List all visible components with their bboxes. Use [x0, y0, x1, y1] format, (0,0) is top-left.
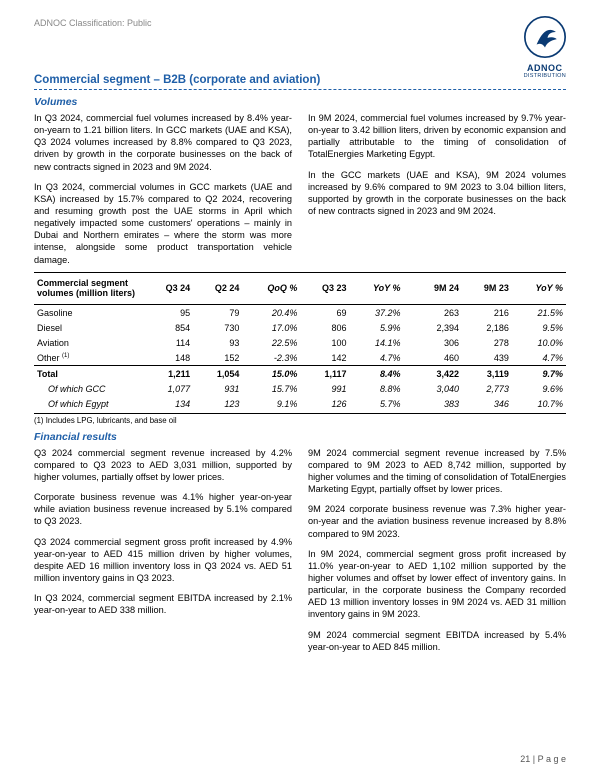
body-paragraph: Q3 2024 commercial segment gross profit … — [34, 536, 292, 585]
page-number: 21 | P a g e — [520, 754, 566, 764]
classification-label: ADNOC Classification: Public — [34, 18, 566, 28]
body-paragraph: Q3 2024 commercial segment revenue incre… — [34, 447, 292, 483]
body-paragraph: In the GCC markets (UAE and KSA), 9M 202… — [308, 169, 566, 218]
table-row: Aviation1149322.5%10014.1% 30627810.0% — [34, 335, 566, 350]
table-row: Total1,2111,05415.0%1,1178.4% 3,4223,119… — [34, 366, 566, 382]
col-q323: Q3 23 — [300, 272, 349, 305]
col-q324: Q3 24 — [144, 272, 193, 305]
falcon-icon — [524, 16, 566, 58]
logo-sub-text: DISTRIBUTION — [524, 73, 566, 79]
section-divider — [34, 89, 566, 90]
volumes-subhead: Volumes — [34, 96, 566, 108]
col-yoy1: YoY % — [350, 272, 404, 305]
financial-subhead: Financial results — [34, 431, 566, 443]
col-yoy2: YoY % — [512, 272, 566, 305]
body-paragraph: Corporate business revenue was 4.1% high… — [34, 491, 292, 527]
body-paragraph: 9M 2024 corporate business revenue was 7… — [308, 503, 566, 539]
table-row: Of which Egypt1341239.1%1265.7% 38334610… — [34, 396, 566, 413]
logo-brand-text: ADNOC — [524, 63, 566, 73]
financial-right-col: 9M 2024 commercial segment revenue incre… — [308, 447, 566, 661]
financial-left-col: Q3 2024 commercial segment revenue incre… — [34, 447, 292, 661]
body-paragraph: In Q3 2024, commercial segment EBITDA in… — [34, 592, 292, 616]
table-row: Diesel85473017.0%8065.9% 2,3942,1869.5% — [34, 320, 566, 335]
volumes-table: Commercial segment volumes (million lite… — [34, 272, 566, 414]
body-paragraph: In 9M 2024, commercial fuel volumes incr… — [308, 112, 566, 161]
col-9m23: 9M 23 — [462, 272, 512, 305]
col-q224: Q2 24 — [193, 272, 242, 305]
brand-logo: ADNOC DISTRIBUTION — [524, 16, 566, 79]
volumes-text: In Q3 2024, commercial fuel volumes incr… — [34, 112, 566, 266]
body-paragraph: In Q3 2024, commercial volumes in GCC ma… — [34, 181, 292, 266]
col-9m24: 9M 24 — [412, 272, 462, 305]
table-footnote: (1) Includes LPG, lubricants, and base o… — [34, 416, 566, 425]
body-paragraph: 9M 2024 commercial segment EBITDA increa… — [308, 629, 566, 653]
body-paragraph: In 9M 2024, commercial segment gross pro… — [308, 548, 566, 621]
col-qoq: QoQ % — [242, 272, 300, 305]
body-paragraph: In Q3 2024, commercial fuel volumes incr… — [34, 112, 292, 173]
table-title-cell: Commercial segment volumes (million lite… — [34, 272, 144, 305]
section-title: Commercial segment – B2B (corporate and … — [34, 74, 566, 89]
body-paragraph: 9M 2024 commercial segment revenue incre… — [308, 447, 566, 496]
table-row: Gasoline957920.4%6937.2% 26321621.5% — [34, 305, 566, 321]
table-row: Of which GCC1,07793115.7%9918.8% 3,0402,… — [34, 381, 566, 396]
table-row: Other (1)148152-2.3%1424.7% 4604394.7% — [34, 350, 566, 366]
